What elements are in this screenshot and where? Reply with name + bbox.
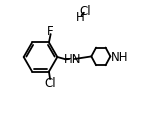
Text: H: H bbox=[76, 11, 85, 24]
Text: NH: NH bbox=[111, 50, 128, 63]
Text: Cl: Cl bbox=[44, 76, 56, 89]
Text: F: F bbox=[47, 25, 54, 38]
Text: HN: HN bbox=[64, 53, 81, 66]
Text: Cl: Cl bbox=[80, 5, 91, 18]
